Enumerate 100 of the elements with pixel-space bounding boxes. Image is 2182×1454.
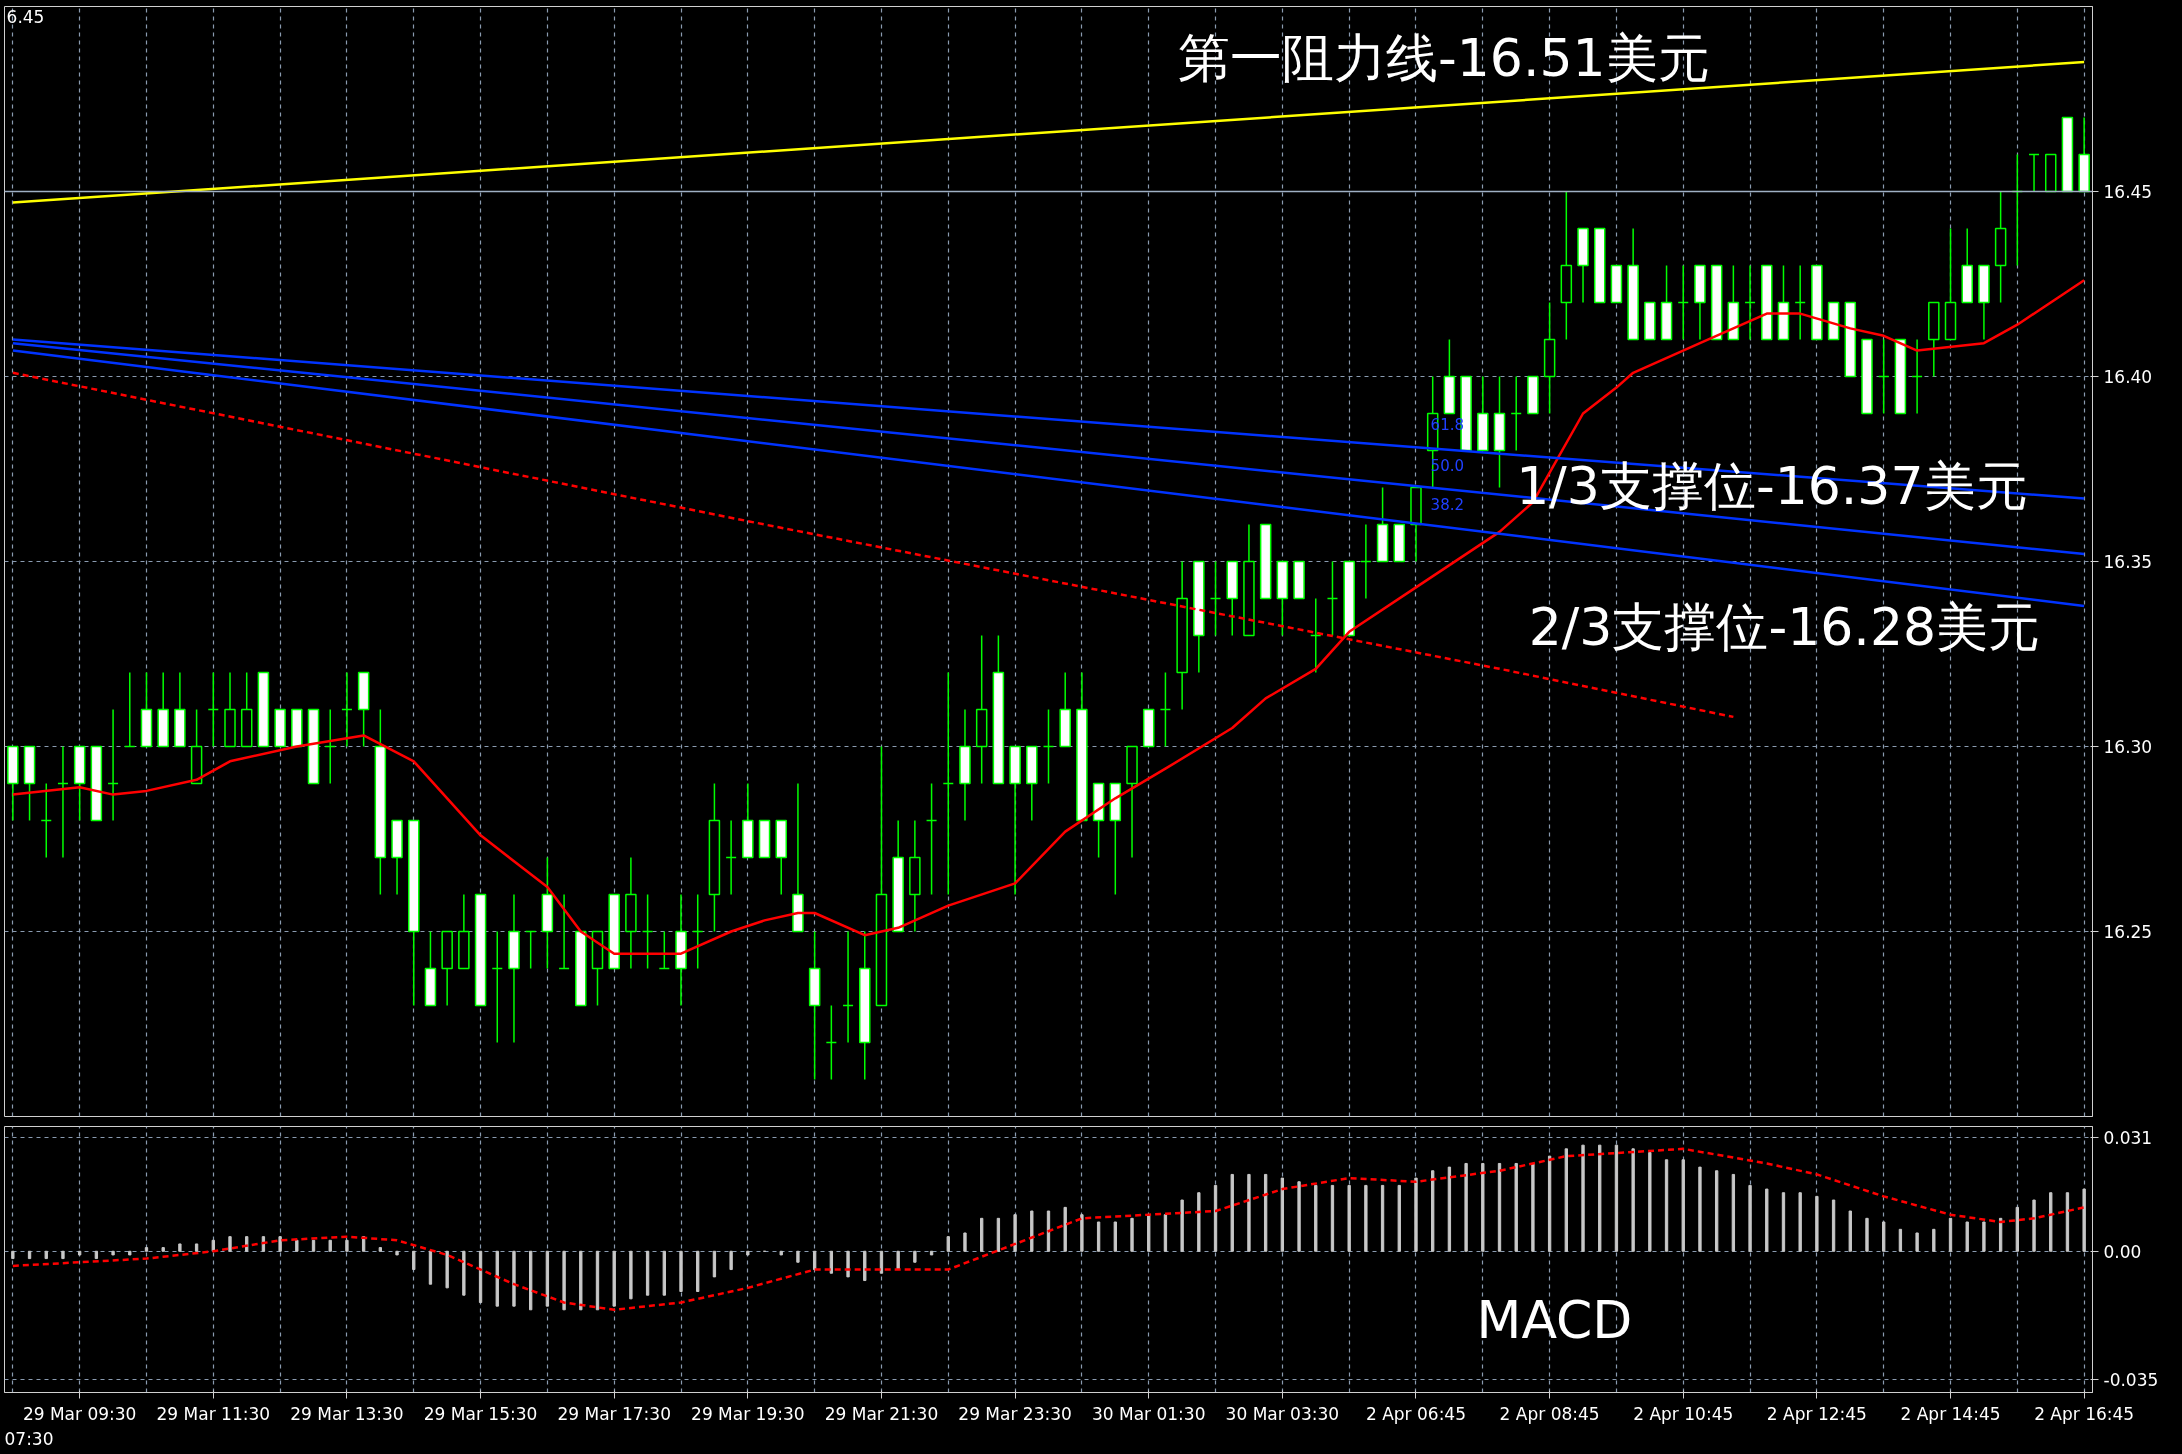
bar [1364,1184,1368,1252]
bar [1163,1214,1168,1252]
bar [1831,1199,1836,1252]
bar [1564,1148,1568,1252]
bar [1664,1159,1669,1252]
bar [1815,1195,1819,1252]
bar [1648,1151,1652,1252]
bar [779,1250,783,1256]
bar [345,1239,349,1252]
bar [1180,1199,1184,1252]
bar [1882,1221,1886,1252]
bar [378,1247,383,1252]
x-tick-label: 29 Mar 17:30 [557,1403,671,1424]
bar [980,1217,984,1252]
annotation: 38.2 [1430,495,1465,514]
bar [1347,1184,1351,1252]
bar [2015,1206,2019,1252]
y-tick-label: -0.035 [2103,1369,2159,1390]
bar [1731,1173,1736,1252]
bar [963,1232,967,1252]
bar [1297,1181,1301,1252]
bar [579,1250,583,1311]
bar [1898,1228,1903,1252]
bar [1798,1192,1802,1252]
bar [328,1239,332,1252]
bar [228,1236,232,1252]
bar [2082,1188,2086,1252]
x-tick-label: 30 Mar 03:30 [1225,1403,1340,1424]
bar [128,1250,132,1256]
x-tick-label: 2 Apr 08:45 [1499,1403,1600,1424]
bar [1380,1184,1385,1252]
bar [1096,1221,1101,1252]
bar [913,1250,917,1263]
bar [1314,1184,1318,1252]
bar [1748,1184,1752,1252]
bar [311,1239,316,1252]
bar [1531,1162,1535,1252]
y-tick-label: 0.031 [2103,1128,2153,1149]
x-tick-label: 29 Mar 13:30 [290,1403,404,1424]
bar [1714,1170,1719,1252]
annotation: 6.45 [6,6,45,27]
bar [61,1250,65,1260]
bar [2049,1192,2053,1252]
y-tick-label: 16.25 [2103,922,2153,942]
bar [1681,1159,1685,1252]
y-tick-label: 16.35 [2103,552,2153,572]
bar [746,1250,750,1256]
bar [1932,1228,1936,1252]
bar [1013,1214,1017,1252]
bar [629,1250,633,1300]
bar [562,1250,566,1311]
bar [495,1250,499,1307]
bar [1447,1166,1452,1252]
x-tick-label: 2 Apr 12:45 [1766,1403,1867,1424]
bar [1948,1217,1953,1252]
bar [1247,1173,1251,1252]
bar [1581,1144,1585,1252]
x-tick-label: 29 Mar 23:30 [958,1403,1072,1424]
y-tick-label: 16.40 [2103,367,2153,387]
x-tick-label: 29 Mar 19:30 [691,1403,805,1424]
x-tick-label: 2 Apr 16:45 [2034,1403,2135,1424]
bar [428,1250,433,1285]
x-tick-label: 29 Mar 21:30 [824,1403,939,1424]
text: 07:30 [4,1428,54,1449]
bar [1464,1162,1468,1252]
line-series [11,279,2086,955]
bar [1514,1162,1518,1252]
bar [1765,1188,1769,1252]
bar [178,1243,182,1252]
bar [662,1250,666,1296]
bar [211,1239,215,1252]
bar [696,1250,700,1293]
y-tick-label: 16.45 [2103,182,2153,202]
bar [645,1250,650,1296]
x-tick-label: 2 Apr 10:45 [1633,1403,1734,1424]
bar [1915,1232,1919,1252]
annotation: 2/3支撑位-16.28美元 [1528,596,2041,657]
bar [1397,1184,1401,1252]
bar [1598,1144,1602,1252]
bar [796,1250,800,1263]
bar [946,1236,950,1252]
bar [729,1250,733,1271]
bar [295,1239,299,1252]
x-tick-label: 29 Mar 11:30 [156,1403,271,1424]
bar [161,1247,165,1252]
bar [1197,1192,1201,1252]
x-tick-label: 29 Mar 15:30 [423,1403,538,1424]
bar [1698,1166,1702,1252]
bar [1431,1170,1435,1252]
bar [194,1243,199,1252]
y-tick-label: 0.00 [2103,1241,2142,1262]
bar [996,1217,1001,1252]
x-tick-label: 2 Apr 14:45 [1900,1403,2001,1424]
bar [1781,1192,1786,1252]
bar [1481,1162,1485,1252]
bar [712,1250,717,1278]
bar [1330,1184,1335,1252]
annotation: MACD [1476,1290,1633,1351]
bar [929,1250,934,1256]
bar [44,1250,48,1260]
